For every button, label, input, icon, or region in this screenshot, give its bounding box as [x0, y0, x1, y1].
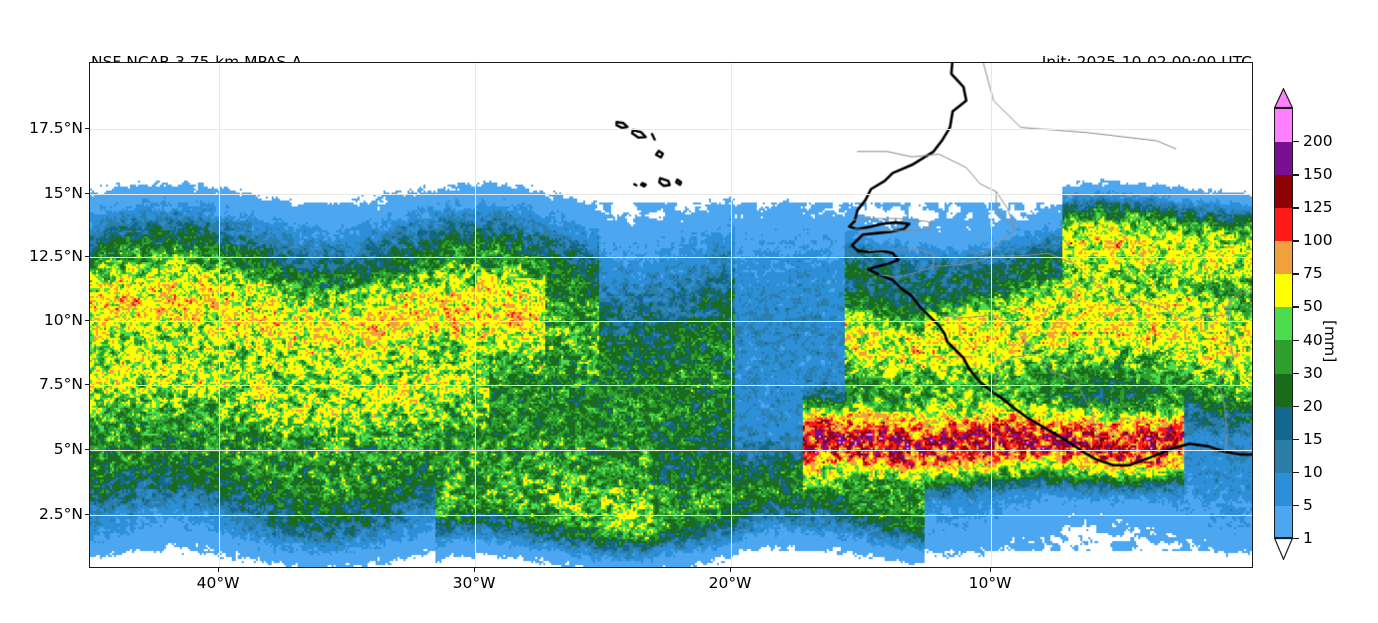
colorbar-tick-mark: [1293, 471, 1299, 474]
colorbar-tick-mark: [1293, 372, 1299, 374]
colorbar-segment-125: [1275, 175, 1292, 209]
gridline-vertical: [991, 63, 992, 567]
colorbar-under-arrow-outline: [1274, 538, 1293, 560]
gridline-vertical: [475, 63, 476, 567]
gridline-horizontal: [90, 450, 1252, 451]
gridline-horizontal: [90, 129, 1252, 130]
colorbar-tick-label-50: 50: [1303, 297, 1323, 316]
x-axis-tick-label-2: 20°W: [708, 574, 752, 592]
y-axis-tick-mark: [85, 320, 89, 322]
colorbar-tick-mark: [1293, 207, 1299, 209]
y-axis-tick-label-2: 12.5°N: [29, 247, 83, 265]
y-axis-tick-mark: [85, 384, 89, 386]
y-axis-tick-label-6: 2.5°N: [39, 505, 83, 523]
colorbar-segment-75: [1275, 241, 1292, 275]
colorbar-segment-50: [1275, 274, 1292, 308]
x-axis-tick-mark: [474, 568, 476, 572]
gridline-horizontal: [90, 385, 1252, 386]
x-axis-tick-label-0: 40°W: [196, 574, 240, 592]
colorbar-tick-mark: [1293, 240, 1299, 242]
y-axis-tick-label-4: 7.5°N: [39, 375, 83, 393]
x-axis-tick-mark: [218, 568, 220, 572]
y-axis-tick-label-3: 10°N: [43, 311, 83, 329]
colorbar-under-arrow: [1274, 538, 1292, 560]
colorbar-tick-label-5: 5: [1303, 495, 1313, 514]
precipitation-map-plot: [89, 62, 1253, 568]
colorbar-tick-label-1: 1: [1303, 529, 1313, 547]
colorbar-tick-label-200: 200: [1303, 132, 1333, 151]
colorbar-tick-label-40: 40: [1303, 330, 1323, 349]
y-axis-tick-mark: [85, 128, 89, 130]
colorbar-segment-20: [1275, 373, 1292, 407]
colorbar-segment-30: [1275, 340, 1292, 374]
gridline-vertical: [219, 63, 220, 567]
gridline-horizontal: [90, 515, 1252, 516]
colorbar-segment-5: [1275, 472, 1292, 506]
gridline-vertical: [731, 63, 732, 567]
y-axis-tick-label-1: 15°N: [43, 184, 83, 202]
gridline-horizontal: [90, 257, 1252, 258]
colorbar-segment-200: [1275, 109, 1292, 143]
colorbar-tick-label-20: 20: [1303, 396, 1323, 415]
x-axis-tick-mark: [730, 568, 732, 572]
colorbar-tick-label-100: 100: [1303, 231, 1333, 250]
colorbar-units-label: [mm]: [1321, 320, 1339, 363]
colorbar-over-arrow-outline: [1274, 88, 1293, 108]
colorbar-tick-mark: [1293, 504, 1299, 507]
colorbar-over-arrow: [1274, 88, 1292, 108]
colorbar-tick-mark: [1293, 273, 1299, 275]
x-axis-tick-mark: [990, 568, 992, 572]
y-axis-tick-mark: [85, 193, 89, 195]
precipitation-heatmap-canvas: [90, 63, 1252, 567]
colorbar-tick-mark: [1293, 339, 1299, 341]
y-axis-tick-mark: [85, 256, 89, 258]
y-axis-tick-label-5: 5°N: [53, 440, 83, 458]
colorbar-tick-label-15: 15: [1303, 429, 1323, 448]
colorbar-tick-mark: [1293, 438, 1299, 441]
y-axis-tick-mark: [85, 449, 89, 451]
colorbar-segment-40: [1275, 307, 1292, 341]
colorbar-tick-label-150: 150: [1303, 165, 1333, 184]
colorbar-tick-label-30: 30: [1303, 363, 1323, 382]
colorbar-segment-10: [1275, 439, 1292, 473]
x-axis-tick-label-1: 30°W: [452, 574, 496, 592]
colorbar-tick-label-10: 10: [1303, 462, 1323, 481]
colorbar-tick-mark: [1293, 174, 1299, 176]
colorbar-segment-15: [1275, 406, 1292, 440]
colorbar-tick-label-75: 75: [1303, 264, 1323, 283]
y-axis-tick-label-0: 17.5°N: [29, 119, 83, 137]
y-axis-tick-mark: [85, 514, 89, 516]
colorbar-tick-mark: [1293, 538, 1299, 540]
colorbar: [1274, 88, 1293, 560]
colorbar-segment-100: [1275, 208, 1292, 242]
colorbar-tick-mark: [1293, 306, 1299, 308]
colorbar-tick-mark: [1293, 405, 1299, 408]
gridline-horizontal: [90, 321, 1252, 322]
colorbar-tick-label-125: 125: [1303, 198, 1333, 217]
colorbar-segment-150: [1275, 142, 1292, 176]
gridline-horizontal: [90, 194, 1252, 195]
colorbar-tick-mark: [1293, 141, 1299, 143]
colorbar-gradient: [1274, 108, 1293, 538]
x-axis-tick-label-3: 10°W: [968, 574, 1012, 592]
colorbar-segment-1: [1275, 505, 1292, 537]
